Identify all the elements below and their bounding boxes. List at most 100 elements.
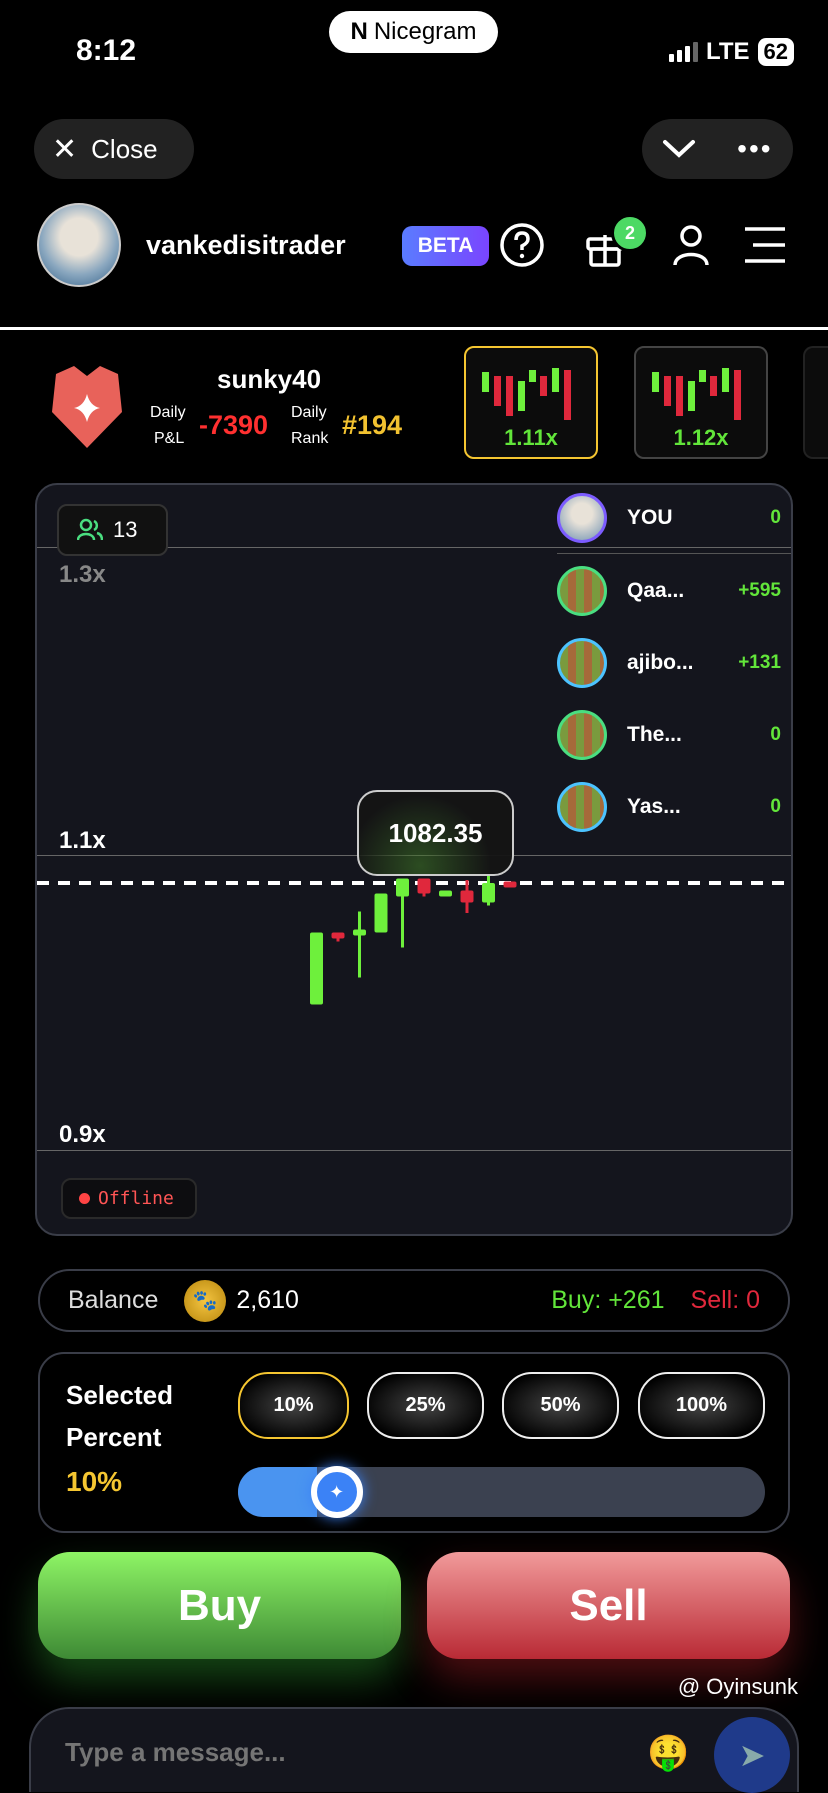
candle-body (331, 932, 345, 939)
watermark: @ Oyinsunk (677, 1674, 798, 1699)
signal-icon (668, 42, 698, 62)
current-price-tooltip: 1082.35 (357, 790, 514, 876)
leaderboard-avatar (557, 566, 607, 616)
sparkle-icon: ✦ (329, 1481, 345, 1502)
leaderboard-name: Qaa... (627, 579, 685, 602)
buy-amount: Buy: +261 (551, 1286, 665, 1314)
leaderboard-value: +131 (738, 652, 781, 673)
rank-value: #194 (342, 410, 403, 440)
candle-body (460, 890, 474, 903)
close-label: Close (91, 133, 158, 164)
axis-label: 1.1x (59, 827, 106, 854)
candle-body (310, 932, 323, 1005)
beta-badge: BETA (402, 226, 489, 266)
network-label: LTE (705, 38, 750, 65)
percent-option-50[interactable]: 50% (502, 1372, 619, 1439)
candle-body (374, 893, 388, 933)
leaderboard-value: 0 (770, 507, 781, 528)
slider-fill (238, 1467, 317, 1517)
sell-button[interactable]: Sell (427, 1552, 790, 1659)
leaderboard-row[interactable]: ajibo... +131 (557, 633, 791, 693)
chart-panel: 1.3x 1.1x 0.9x 13 YOU 0 Qaa... +595 ajibo...… (35, 483, 793, 1236)
leaderboard-value: 0 (770, 796, 781, 817)
percent-slider[interactable]: ✦ (238, 1466, 765, 1518)
avatar[interactable] (37, 203, 121, 287)
candlestick-chart (37, 875, 791, 1005)
candle-body (353, 929, 366, 936)
header-divider (0, 327, 828, 330)
close-icon: ✕ (52, 132, 78, 166)
mini-candles-thumbnail (482, 368, 571, 420)
user-icon[interactable] (667, 221, 715, 269)
leaderboard-name: The... (627, 723, 682, 746)
candle-body (482, 883, 495, 903)
mini-candle (482, 368, 571, 420)
game-card[interactable]: 1.11x (464, 346, 598, 459)
sell-amount: Sell: 0 (690, 1286, 760, 1314)
status-dot-icon (79, 1193, 90, 1204)
game-card-label: 1.12x (673, 425, 729, 450)
leaderboard-name: ajibo... (627, 651, 694, 674)
send-button[interactable]: ➤ (714, 1717, 790, 1793)
rank-heart-icon (52, 366, 122, 448)
gift-count-badge: 2 (611, 214, 649, 252)
axis-label: 0.9x (59, 1121, 106, 1148)
player-name: sunky40 (217, 364, 322, 394)
message-input[interactable] (65, 1737, 625, 1768)
username: vankedisitrader (146, 230, 346, 260)
percent-option-100[interactable]: 100% (638, 1372, 765, 1439)
leaderboard-value: 0 (770, 724, 781, 745)
percent-panel: Selected Percent 10% 10% 25% 50% 100% ✦ (38, 1352, 790, 1533)
percent-option-10[interactable]: 10% (238, 1372, 349, 1439)
rank-label: Daily Rank (291, 404, 329, 447)
game-card[interactable]: 1.12x (634, 346, 768, 459)
online-users-badge[interactable]: 13 (57, 504, 168, 556)
nicegram-logo-icon: N (350, 18, 368, 45)
slider-thumb[interactable]: ✦ (310, 1466, 363, 1518)
app-pill: N Nicegram (329, 11, 498, 53)
pnl-label: Daily P&L (150, 404, 186, 447)
leaderboard-avatar (557, 638, 607, 688)
leaderboard-row[interactable]: Yas... 0 (557, 777, 791, 837)
axis-label: 1.3x (59, 561, 106, 588)
leaderboard-row[interactable]: YOU 0 (557, 488, 791, 548)
buy-button[interactable]: Buy (38, 1552, 401, 1659)
app-pill-label: Nicegram (373, 18, 477, 45)
close-button[interactable]: ✕ Close (34, 119, 194, 179)
selected-percent-value: 10% (66, 1466, 123, 1497)
connection-status-badge: Offline (61, 1178, 197, 1219)
users-count: 13 (113, 517, 138, 542)
chevron-down-icon[interactable] (662, 139, 696, 159)
leaderboard-row[interactable]: The... 0 (557, 705, 791, 765)
more-icon[interactable]: ••• (737, 133, 773, 164)
balance-value: 2,610 (236, 1286, 299, 1314)
percent-title: Selected Percent (66, 1380, 173, 1452)
coin-icon: 🐾 (184, 1279, 227, 1322)
game-card-label: 1.11x (504, 425, 558, 450)
balance-label: Balance (68, 1286, 159, 1314)
send-icon: ➤ (738, 1737, 766, 1773)
candle-body (503, 881, 517, 888)
leaderboard-avatar (557, 710, 607, 760)
leaderboard-divider (557, 553, 791, 554)
mini-candle (652, 368, 741, 420)
game-card-partial[interactable] (803, 346, 828, 459)
users-icon (77, 518, 103, 541)
leaderboard-name: Yas... (627, 795, 681, 818)
mini-candles-thumbnail (652, 368, 741, 420)
gridline (37, 1150, 791, 1151)
emoji-icon[interactable]: 🤑 (647, 1734, 690, 1772)
candle-body (439, 890, 452, 897)
leaderboard-avatar (557, 493, 607, 543)
leaderboard-name: YOU (627, 506, 673, 529)
pnl-value: -7390 (199, 410, 269, 440)
leaderboard-row[interactable]: Qaa... +595 (557, 561, 791, 621)
status-time: 8:12 (76, 34, 137, 67)
hamburger-menu-icon[interactable] (741, 221, 789, 269)
battery-icon: 62 (757, 38, 794, 66)
help-icon[interactable] (498, 221, 546, 269)
status-indicators: LTE 62 (668, 38, 794, 66)
percent-option-25[interactable]: 25% (367, 1372, 484, 1439)
balance-bar: Balance 🐾 2,610 Buy: +261 Sell: 0 (38, 1269, 790, 1332)
candle-body (417, 878, 431, 894)
